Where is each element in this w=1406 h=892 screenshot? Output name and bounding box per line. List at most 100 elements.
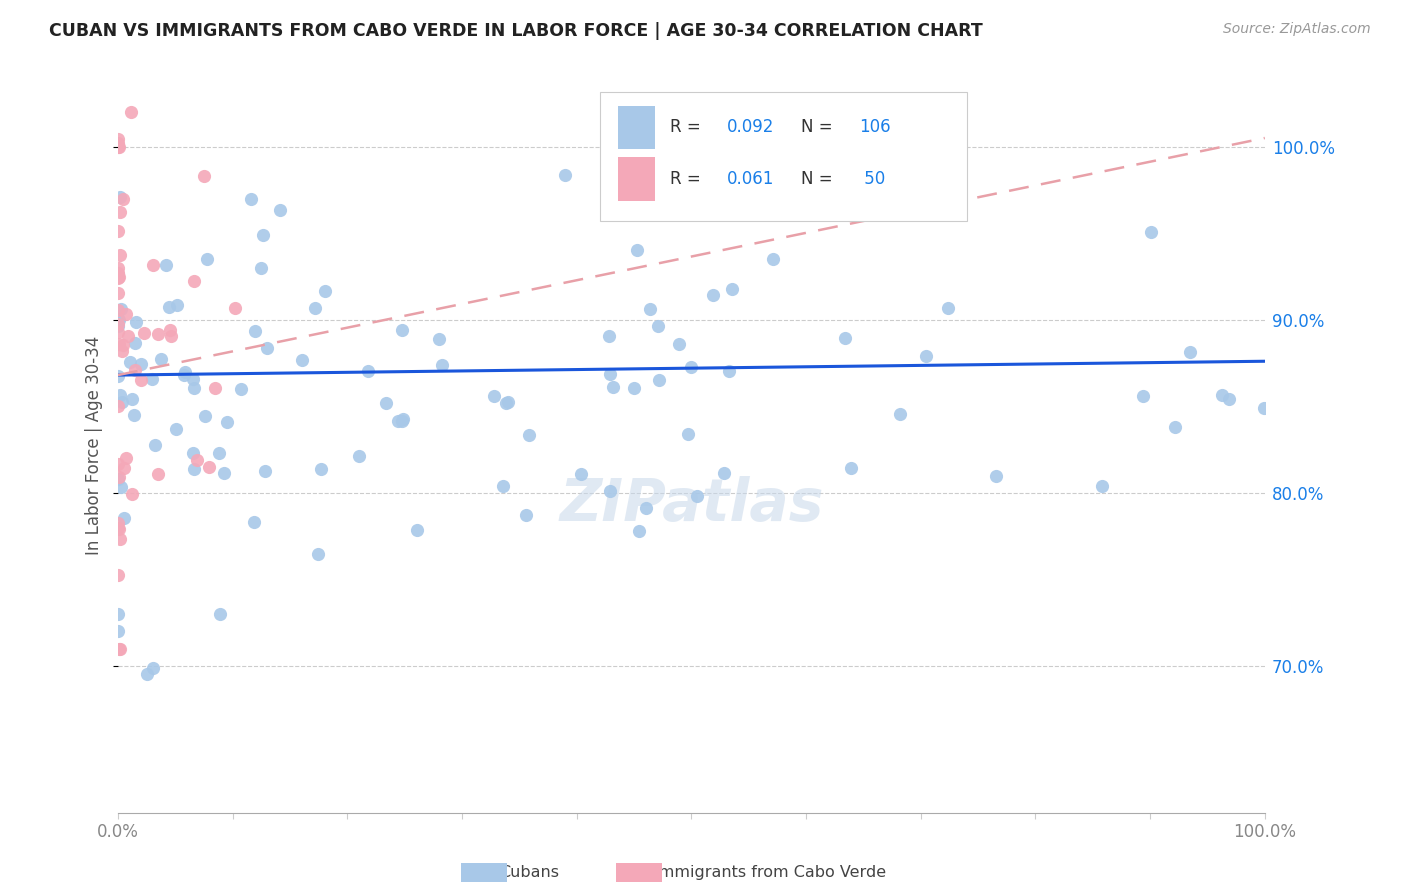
Point xyxy=(209,607,232,621)
Text: 0.061: 0.061 xyxy=(727,170,775,188)
Point xyxy=(107,312,129,326)
Point xyxy=(110,480,132,494)
Point xyxy=(304,301,326,315)
Text: R =: R = xyxy=(669,119,706,136)
Point xyxy=(129,373,152,387)
Point xyxy=(193,169,215,184)
Point xyxy=(107,303,129,318)
Point xyxy=(165,422,187,436)
Point xyxy=(108,247,131,261)
Point xyxy=(135,667,157,681)
Point xyxy=(159,328,181,343)
Text: R =: R = xyxy=(669,170,706,188)
Point xyxy=(1218,392,1240,406)
Point xyxy=(681,359,703,374)
Point xyxy=(936,301,959,315)
Point xyxy=(1091,479,1114,493)
Point xyxy=(495,396,517,410)
Point xyxy=(114,451,136,466)
Point xyxy=(132,326,155,341)
Point xyxy=(173,368,195,382)
Point xyxy=(142,660,165,674)
Point xyxy=(155,258,177,272)
Text: 50: 50 xyxy=(859,170,884,188)
Point xyxy=(915,349,938,363)
Point xyxy=(307,548,329,562)
Point xyxy=(183,462,205,476)
Point xyxy=(229,382,252,396)
Point xyxy=(107,260,129,275)
Point xyxy=(291,353,314,368)
Point xyxy=(107,521,129,535)
Point xyxy=(391,411,413,425)
Point xyxy=(107,266,129,280)
Point xyxy=(834,331,856,345)
Point xyxy=(110,301,132,316)
Point xyxy=(112,460,135,475)
Point xyxy=(1211,388,1233,402)
Point xyxy=(1253,401,1275,416)
Point xyxy=(676,426,699,441)
Point xyxy=(623,381,645,395)
Text: 0.092: 0.092 xyxy=(727,119,775,136)
Point xyxy=(120,354,142,368)
Y-axis label: In Labor Force | Age 30-34: In Labor Force | Age 30-34 xyxy=(86,335,103,555)
Point xyxy=(183,445,205,459)
Point xyxy=(496,395,519,409)
Point xyxy=(107,399,129,413)
Point xyxy=(108,532,131,546)
Point xyxy=(636,501,658,516)
Point xyxy=(1132,389,1154,403)
Point xyxy=(107,568,129,582)
Point xyxy=(224,301,246,316)
Point xyxy=(117,329,139,343)
Point xyxy=(598,329,620,343)
Point xyxy=(107,286,129,301)
Point xyxy=(250,260,273,275)
Point xyxy=(108,641,131,656)
Point xyxy=(243,516,266,530)
Point xyxy=(648,373,671,387)
FancyBboxPatch shape xyxy=(619,106,655,149)
Point xyxy=(111,192,134,206)
Point xyxy=(599,367,621,381)
Text: CUBAN VS IMMIGRANTS FROM CABO VERDE IN LABOR FORCE | AGE 30-34 CORRELATION CHART: CUBAN VS IMMIGRANTS FROM CABO VERDE IN L… xyxy=(49,22,983,40)
Point xyxy=(121,105,143,120)
Point xyxy=(217,415,239,429)
Point xyxy=(143,438,166,452)
Point xyxy=(121,392,143,406)
Text: Source: ZipAtlas.com: Source: ZipAtlas.com xyxy=(1223,22,1371,37)
Point xyxy=(107,607,129,621)
Point xyxy=(702,287,724,301)
Point xyxy=(517,427,540,442)
Point xyxy=(121,486,143,500)
Point xyxy=(107,318,129,333)
Point xyxy=(107,136,129,150)
FancyBboxPatch shape xyxy=(599,92,966,221)
Point xyxy=(839,460,862,475)
Point xyxy=(391,323,413,337)
Point xyxy=(107,317,129,331)
Point xyxy=(717,364,740,378)
Point xyxy=(107,336,129,351)
Point xyxy=(427,332,450,346)
Point xyxy=(142,258,165,272)
Point xyxy=(181,372,204,386)
Point xyxy=(569,467,592,481)
Point xyxy=(253,464,276,478)
Point xyxy=(204,381,226,395)
Point xyxy=(243,325,266,339)
Point xyxy=(492,479,515,493)
Point xyxy=(107,132,129,146)
Point xyxy=(515,508,537,522)
Point xyxy=(1163,419,1185,434)
Point xyxy=(124,335,146,350)
Point xyxy=(141,372,163,386)
Point xyxy=(183,381,205,395)
FancyBboxPatch shape xyxy=(619,157,655,201)
Text: ZIPatlas: ZIPatlas xyxy=(560,475,824,533)
Point xyxy=(314,284,336,298)
Point xyxy=(647,319,669,334)
Point xyxy=(107,139,129,153)
Point xyxy=(198,460,221,475)
